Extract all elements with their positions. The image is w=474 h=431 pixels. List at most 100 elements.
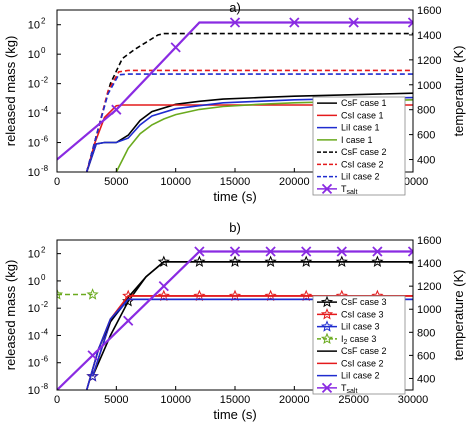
y2-tick-label: 600	[417, 350, 435, 362]
series-marker-2-0	[86, 370, 99, 382]
y2-axis-title: temperature (K)	[451, 45, 466, 136]
y-tick-exponent: -8	[41, 382, 49, 391]
y2-tick-label: 1600	[417, 5, 441, 17]
y-tick-exponent: -4	[41, 327, 49, 336]
x-tick-label: 20000	[279, 176, 310, 188]
x-tick-label: 20000	[279, 394, 310, 406]
legend-label: Tsalt	[341, 184, 357, 196]
legend-label: LiI case 3	[341, 322, 380, 332]
y-tick-base: 10	[28, 385, 40, 397]
series-marker-7-3	[194, 246, 205, 257]
y-tick-label: 10	[28, 138, 40, 150]
y2-tick-label: 1000	[417, 304, 441, 316]
legend-marker-7	[321, 382, 333, 394]
series-marker-7-6	[301, 246, 312, 257]
x-axis-title: time (s)	[213, 189, 256, 204]
y-tick-exponent: -4	[41, 105, 49, 114]
legend-label-sub: salt	[347, 189, 358, 196]
y-tick-exponent: -2	[41, 300, 49, 309]
legend-label: Tsalt	[341, 383, 357, 395]
series-marker-0-5	[264, 255, 277, 268]
x-tick-label: 10000	[160, 394, 191, 406]
series-marker-0-2	[157, 255, 170, 268]
legend-label: CsF case 1	[341, 98, 387, 108]
series-marker-7-2	[229, 17, 241, 28]
series-marker-0-6	[300, 255, 313, 268]
series-marker-1-4	[228, 289, 242, 302]
series-marker-0-7	[335, 255, 348, 268]
series-marker-7-4	[348, 17, 359, 28]
legend-label: CsF case 2	[341, 147, 387, 157]
legend-label-main: CsI case 2	[341, 358, 384, 368]
x-tick-label: 15000	[220, 176, 251, 188]
series-marker-7-1	[170, 42, 181, 53]
legend-label-main: LiI case 2	[341, 371, 380, 381]
y-tick-label: 10	[28, 20, 40, 32]
legend: CsF case 1 CsI case 1 LiI case 1 I case 1 Cs…	[312, 96, 406, 196]
y-tick-exponent: -6	[41, 355, 49, 364]
series-line-6	[85, 73, 413, 172]
legend-label: I2 case 3	[341, 334, 376, 346]
y-tick-exponent: -8	[41, 164, 49, 173]
y-tick-label: 10	[28, 167, 40, 179]
series-marker-7-0	[87, 350, 98, 361]
x-axis-title: time (s)	[213, 407, 256, 422]
y-tick-label: 10	[28, 385, 40, 397]
legend-label: CsI case 2	[341, 358, 384, 368]
y-tick-exponent: 2	[41, 17, 46, 26]
legend-label-main: CsI case 3	[341, 309, 384, 319]
x-tick-label: 0	[54, 176, 60, 188]
y-tick-label: 10	[28, 303, 40, 315]
y-tick-base: 10	[28, 303, 40, 315]
y-tick-base: 10	[28, 330, 40, 342]
y-tick-label: 10	[28, 276, 40, 288]
legend-label-main: LiI case 1	[341, 123, 380, 133]
legend-marker-2	[320, 320, 334, 332]
series-marker-3-1	[86, 288, 99, 300]
series-marker-7-3	[289, 17, 300, 28]
y-tick-base: 10	[28, 276, 40, 288]
y-tick-exponent: -2	[41, 76, 49, 85]
y-tick-exponent: 2	[41, 246, 46, 255]
x-tick-label: 5000	[104, 394, 128, 406]
legend-label-main: CsF case 3	[341, 297, 387, 307]
series-marker-7-5	[407, 17, 413, 28]
series-marker-1-3	[193, 289, 206, 302]
x-tick-label: 10000	[160, 176, 191, 188]
y-tick-base: 10	[28, 108, 40, 120]
series-marker-1-5	[264, 289, 277, 302]
y2-axis-title: temperature (K)	[451, 269, 466, 360]
legend-label-main: CsI case 2	[341, 159, 384, 169]
legend-label-suffix: case 3	[347, 334, 376, 344]
series-line-3	[115, 99, 413, 172]
y-tick-base: 10	[28, 20, 40, 32]
y2-tick-label: 400	[417, 155, 435, 167]
series-marker-0-4	[228, 255, 242, 268]
series-marker-7-0	[111, 104, 122, 115]
y-tick-label: 10	[28, 358, 40, 370]
legend-marker-0	[320, 295, 334, 308]
legend-label: LiI case 2	[341, 371, 380, 381]
y-tick-label: 10	[28, 49, 40, 61]
series-marker-7-2	[158, 281, 169, 292]
legend-label-sub: 2	[344, 339, 348, 346]
series-marker-1-2	[157, 289, 170, 302]
series-marker-7-1	[123, 315, 134, 326]
series-marker-7-5	[265, 246, 276, 257]
legend-label: CsI case 3	[341, 309, 384, 319]
legend-label-main: CsI case 1	[341, 110, 384, 120]
legend-label-sub: salt	[347, 388, 358, 395]
y-axis-title: released mass (kg)	[3, 260, 18, 371]
legend-label: I case 1	[341, 135, 373, 145]
series-marker-7-7	[336, 246, 347, 257]
legend-label-main: CsF case 1	[341, 98, 387, 108]
y2-tick-label: 1400	[417, 30, 441, 42]
y-tick-exponent: 0	[41, 46, 46, 55]
legend-label-main: LiI case 2	[341, 172, 380, 182]
y2-tick-label: 800	[417, 327, 435, 339]
legend-label: CsF case 2	[341, 346, 387, 356]
y2-tick-label: 1200	[417, 281, 441, 293]
